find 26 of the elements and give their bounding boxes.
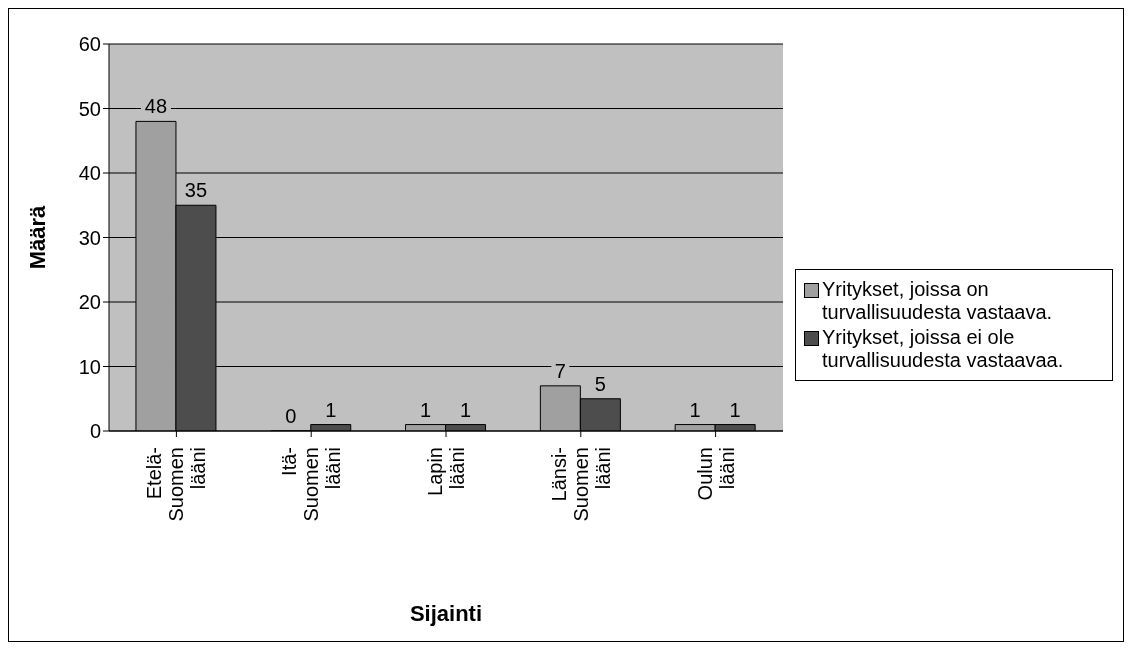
y-tick-label: 10 xyxy=(78,355,101,378)
y-tick-label: 60 xyxy=(78,33,101,56)
y-tick-label: 30 xyxy=(78,226,101,249)
data-label: 1 xyxy=(729,398,741,421)
y-tick-label: 40 xyxy=(78,162,101,185)
x-tick-label: Lapin lääni xyxy=(424,447,468,496)
y-tick-label: 50 xyxy=(78,97,101,120)
y-tick-label: 20 xyxy=(78,291,101,314)
data-label: 7 xyxy=(554,359,566,382)
x-tick-label: Länsi-Suomen lääni xyxy=(547,447,614,522)
y-tick-label: 0 xyxy=(89,420,101,443)
data-label: 1 xyxy=(420,398,432,421)
x-tick-label: Itä-Suomen lääni xyxy=(278,447,345,522)
legend-label: Yritykset, joissa ei ole turvallisuudesta vastaavaa. xyxy=(822,326,1065,372)
data-label: 0 xyxy=(285,404,297,427)
y-axis-title: Määrä xyxy=(24,204,50,270)
legend-label: Yritykset, joissa on turvallisuudesta vastaava. xyxy=(822,278,1054,324)
x-tick-label: Etelä-Suomen lääni xyxy=(143,447,210,522)
data-label: 5 xyxy=(594,372,606,395)
data-label: 48 xyxy=(144,95,168,118)
x-axis-title: Sijainti xyxy=(409,601,483,626)
data-label: 1 xyxy=(325,398,337,421)
data-label: 35 xyxy=(184,179,208,202)
data-label: 1 xyxy=(689,398,701,421)
x-tick-label: Oulun lääni xyxy=(693,447,738,501)
data-label: 1 xyxy=(460,398,472,421)
